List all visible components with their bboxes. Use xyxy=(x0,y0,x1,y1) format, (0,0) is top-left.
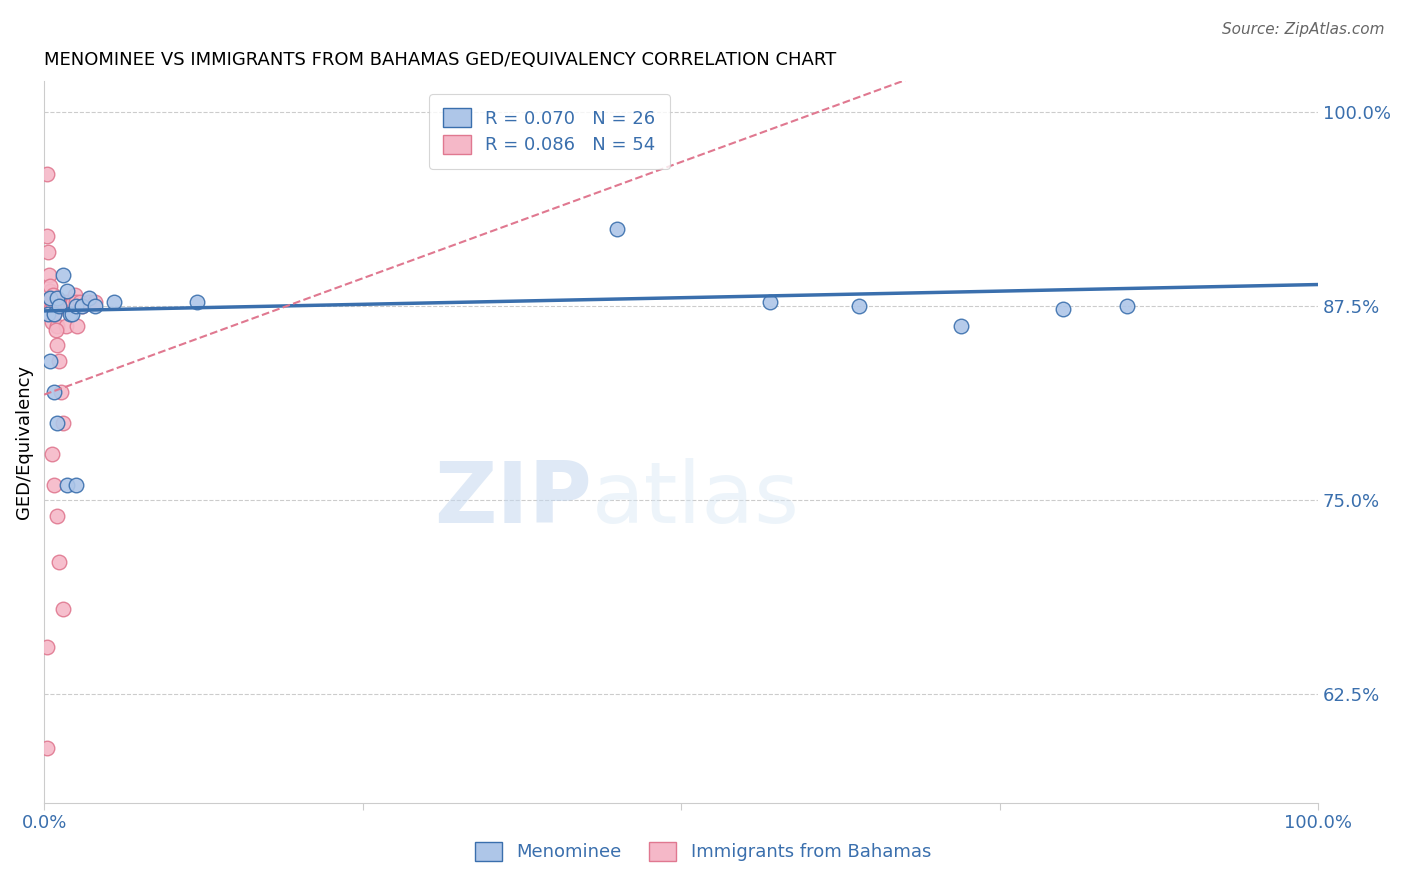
Point xyxy=(56,284,79,298)
Point xyxy=(59,299,82,313)
Point xyxy=(38,294,60,309)
Point xyxy=(759,294,782,309)
Point xyxy=(42,288,65,302)
Y-axis label: GED/Equivalency: GED/Equivalency xyxy=(15,365,32,519)
Point xyxy=(37,307,59,321)
Point xyxy=(39,284,62,298)
Point xyxy=(39,292,62,306)
Point xyxy=(52,294,75,309)
Point xyxy=(45,292,67,306)
Point xyxy=(77,294,100,309)
Point xyxy=(48,555,70,569)
Point xyxy=(72,299,94,313)
Point xyxy=(58,307,80,321)
Point xyxy=(48,353,70,368)
Point xyxy=(72,299,94,313)
Point xyxy=(41,294,63,309)
Point xyxy=(45,322,67,336)
Point xyxy=(52,601,75,615)
Point xyxy=(38,268,60,283)
Point xyxy=(186,294,208,309)
Point xyxy=(45,294,67,309)
Point xyxy=(56,294,79,309)
Point xyxy=(35,168,58,182)
Point xyxy=(35,640,58,655)
Point xyxy=(37,294,59,309)
Point xyxy=(950,319,973,334)
Point xyxy=(39,279,62,293)
Point xyxy=(44,294,66,309)
Point xyxy=(34,294,56,309)
Point xyxy=(39,294,62,309)
Point xyxy=(49,299,72,313)
Point xyxy=(52,416,75,430)
Point xyxy=(60,307,83,321)
Point xyxy=(44,477,66,491)
Point xyxy=(48,299,70,313)
Point xyxy=(63,288,86,302)
Point xyxy=(60,299,83,313)
Point xyxy=(49,384,72,399)
Point xyxy=(45,338,67,352)
Point xyxy=(56,477,79,491)
Point xyxy=(1116,299,1139,313)
Text: Source: ZipAtlas.com: Source: ZipAtlas.com xyxy=(1222,22,1385,37)
Point xyxy=(84,294,107,309)
Point xyxy=(77,292,100,306)
Point xyxy=(103,294,125,309)
Point xyxy=(46,299,69,313)
Point xyxy=(69,294,91,309)
Text: MENOMINEE VS IMMIGRANTS FROM BAHAMAS GED/EQUIVALENCY CORRELATION CHART: MENOMINEE VS IMMIGRANTS FROM BAHAMAS GED… xyxy=(44,51,837,69)
Point xyxy=(44,307,66,321)
Point xyxy=(44,299,66,313)
Point xyxy=(58,299,80,313)
Point xyxy=(35,741,58,756)
Legend: R = 0.070   N = 26, R = 0.086   N = 54: R = 0.070 N = 26, R = 0.086 N = 54 xyxy=(429,94,669,169)
Point xyxy=(39,353,62,368)
Point xyxy=(48,294,70,309)
Point xyxy=(65,477,87,491)
Point xyxy=(45,299,67,313)
Point xyxy=(52,268,75,283)
Point xyxy=(84,299,107,313)
Point xyxy=(35,229,58,244)
Point xyxy=(51,294,73,309)
Point xyxy=(848,299,870,313)
Point xyxy=(65,299,87,313)
Point xyxy=(44,307,66,321)
Point xyxy=(606,221,628,235)
Point xyxy=(41,447,63,461)
Point xyxy=(66,319,89,334)
Point xyxy=(45,416,67,430)
Text: ZIP: ZIP xyxy=(434,458,592,541)
Text: atlas: atlas xyxy=(592,458,800,541)
Point xyxy=(45,508,67,523)
Point xyxy=(44,384,66,399)
Point xyxy=(53,299,76,313)
Point xyxy=(41,315,63,329)
Point xyxy=(55,319,77,334)
Legend: Menominee, Immigrants from Bahamas: Menominee, Immigrants from Bahamas xyxy=(461,828,945,876)
Point xyxy=(1052,302,1074,317)
Point xyxy=(65,294,87,309)
Point xyxy=(58,299,80,313)
Point xyxy=(37,244,59,259)
Point xyxy=(62,294,84,309)
Point xyxy=(42,294,65,309)
Point xyxy=(56,299,79,313)
Point xyxy=(45,319,67,334)
Point xyxy=(41,294,63,309)
